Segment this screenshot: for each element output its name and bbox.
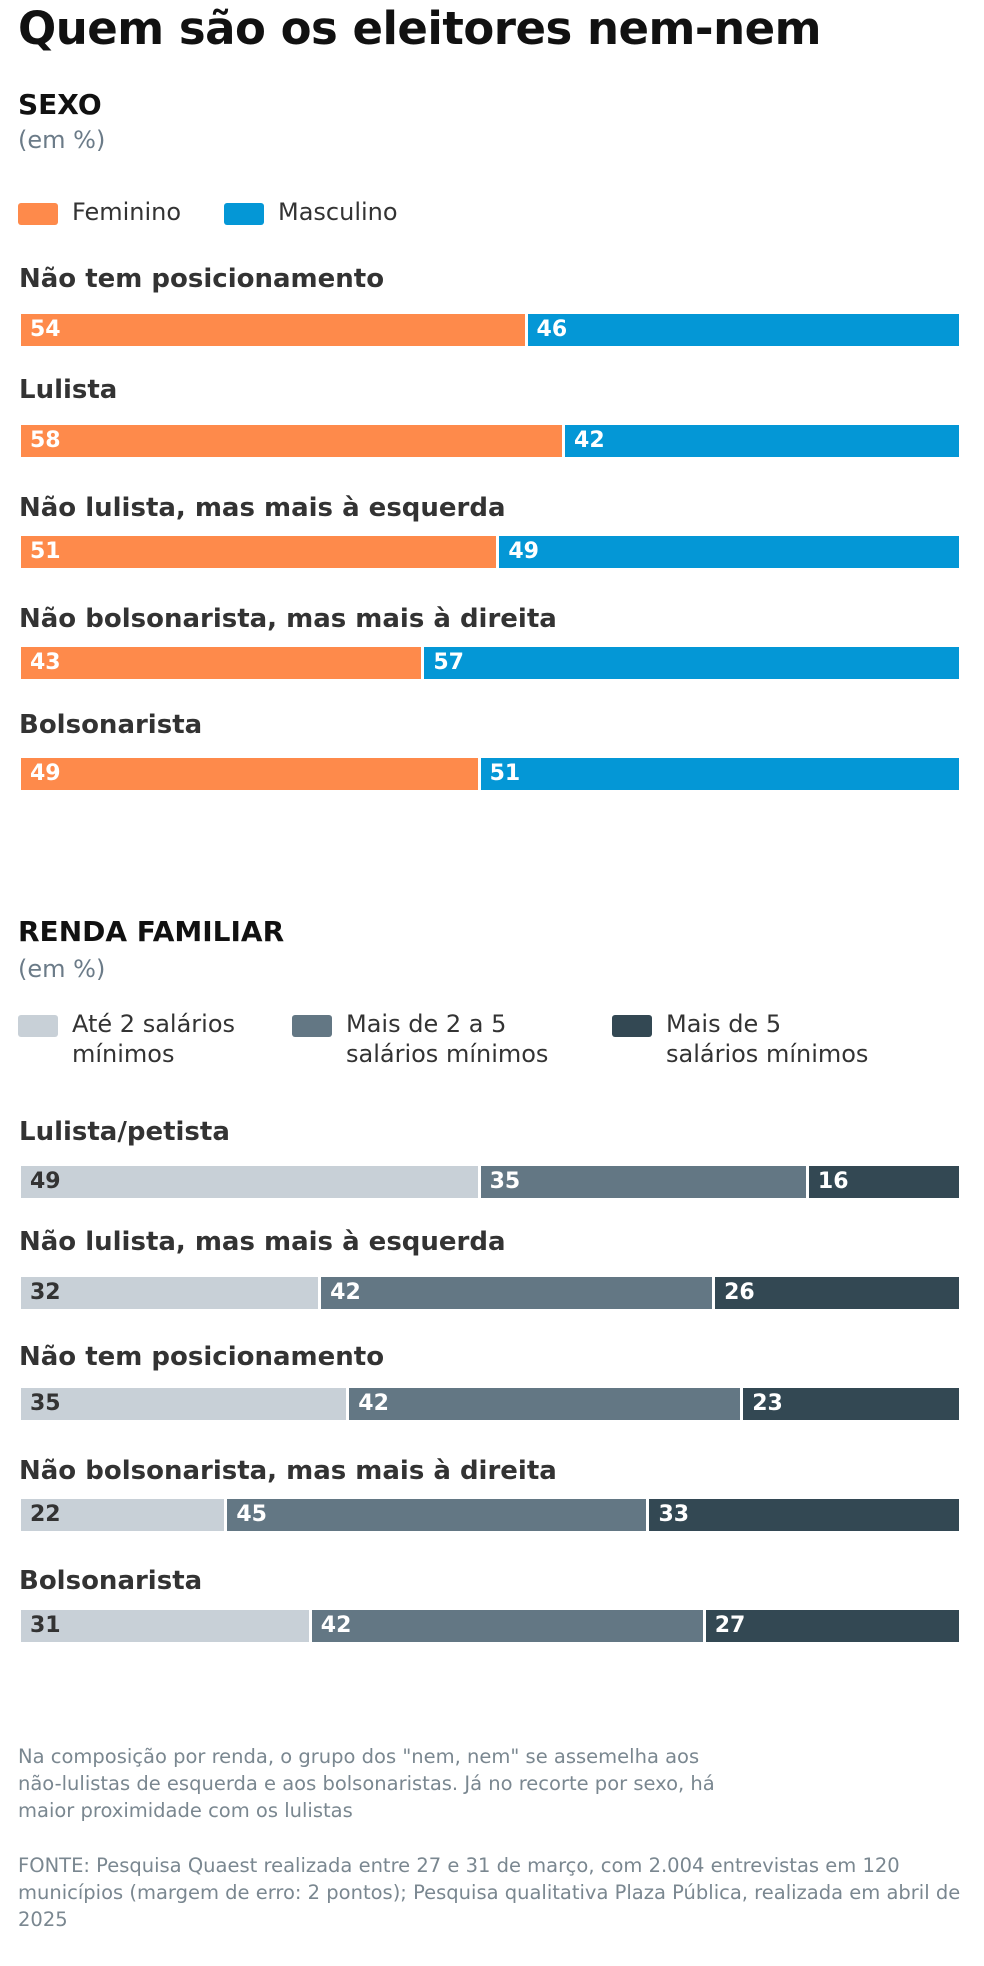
- bar-label-1-0-1: 35: [489, 1169, 521, 1194]
- category-label-0-0: Não tem posicionamento: [19, 264, 385, 294]
- bar-0-3-0: [21, 647, 422, 679]
- category-label-0-3: Não bolsonarista, mas mais à direita: [19, 604, 557, 634]
- bar-label-1-3-2: 33: [658, 1502, 690, 1527]
- legend-swatch-1-2: [612, 1015, 652, 1037]
- bar-0-4-1: [480, 758, 959, 790]
- bar-label-1-2-2: 23: [752, 1391, 783, 1416]
- bar-1-4-1: [311, 1610, 703, 1642]
- legend-swatch-0-1: [224, 203, 264, 225]
- bar-1-0-1: [480, 1166, 806, 1198]
- bar-label-1-2-1: 42: [358, 1391, 389, 1416]
- bar-label-0-0-1: 46: [536, 317, 568, 342]
- legend-label-1-2: Mais de 5 salários mínimos: [666, 1010, 869, 1068]
- legend-swatch-1-0: [18, 1015, 58, 1037]
- page-title: Quem são os eleitores nem-nem: [18, 2, 822, 55]
- bar-label-1-1-0: 32: [30, 1280, 61, 1305]
- category-label-0-4: Bolsonarista: [19, 710, 203, 740]
- category-label-1-2: Não tem posicionamento: [19, 1342, 385, 1372]
- bar-label-0-0-0: 54: [30, 317, 61, 342]
- bar-label-1-1-1: 42: [330, 1280, 361, 1305]
- chart-note: Na composição por renda, o grupo dos "ne…: [18, 1745, 715, 1822]
- bar-1-0-2: [808, 1166, 959, 1198]
- bar-label-1-3-1: 45: [236, 1502, 267, 1527]
- bar-label-0-3-0: 43: [30, 650, 61, 675]
- bar-1-2-2: [743, 1388, 959, 1420]
- bar-1-0-0: [21, 1166, 478, 1198]
- unit-label-renda: (em %): [18, 955, 106, 983]
- bar-label-1-3-0: 22: [30, 1502, 61, 1527]
- bar-0-2-1: [499, 536, 959, 568]
- bar-label-0-3-1: 57: [433, 650, 464, 675]
- bar-1-1-2: [715, 1277, 959, 1309]
- bar-1-3-1: [227, 1499, 647, 1531]
- bar-label-0-1-1: 42: [574, 428, 605, 453]
- legend-swatch-1-1: [292, 1015, 332, 1037]
- bar-label-1-0-2: 16: [817, 1169, 849, 1194]
- unit-label-sexo: (em %): [18, 126, 106, 154]
- bar-1-3-0: [21, 1499, 225, 1531]
- category-label-1-1: Não lulista, mas mais à esquerda: [19, 1227, 506, 1257]
- bar-label-1-4-1: 42: [320, 1613, 352, 1638]
- bar-label-1-1-2: 26: [724, 1280, 755, 1305]
- bar-1-4-2: [705, 1610, 959, 1642]
- bar-1-2-0: [21, 1388, 347, 1420]
- category-label-0-2: Não lulista, mas mais à esquerda: [19, 493, 506, 523]
- bar-label-0-4-1: 51: [489, 761, 521, 786]
- legend-swatch-0-0: [18, 203, 58, 225]
- bar-1-1-0: [21, 1277, 319, 1309]
- category-label-1-3: Não bolsonarista, mas mais à direita: [19, 1456, 557, 1486]
- bar-label-1-0-0: 49: [30, 1169, 61, 1194]
- legend-label-1-1: Mais de 2 a 5 salários mínimos: [346, 1010, 549, 1068]
- bar-0-4-0: [21, 758, 478, 790]
- bar-label-0-2-1: 49: [508, 539, 539, 564]
- bar-label-1-4-2: 27: [714, 1613, 746, 1638]
- bar-1-4-0: [21, 1610, 309, 1642]
- bar-0-1-1: [565, 425, 959, 457]
- section-title-sexo: SEXO: [18, 88, 102, 121]
- bar-0-3-1: [424, 647, 959, 679]
- section-title-renda: RENDA FAMILIAR: [18, 915, 285, 948]
- legend-label-0-1: Masculino: [278, 198, 398, 226]
- bar-label-0-4-0: 49: [30, 761, 61, 786]
- bar-label-1-4-0: 31: [30, 1613, 61, 1638]
- bar-label-0-2-0: 51: [30, 539, 61, 564]
- category-label-0-1: Lulista: [19, 375, 118, 405]
- bar-1-2-1: [349, 1388, 741, 1420]
- legend-label-0-0: Feminino: [72, 198, 182, 226]
- category-label-1-0: Lulista/petista: [19, 1117, 230, 1147]
- bar-1-1-1: [321, 1277, 713, 1309]
- bar-0-2-0: [21, 536, 497, 568]
- bar-1-3-2: [649, 1499, 959, 1531]
- bar-label-0-1-0: 58: [30, 428, 61, 453]
- category-label-1-4: Bolsonarista: [19, 1566, 203, 1596]
- bar-0-0-1: [527, 314, 959, 346]
- bar-0-1-0: [21, 425, 563, 457]
- bar-label-1-2-0: 35: [30, 1391, 61, 1416]
- source-note: FONTE: Pesquisa Quaest realizada entre 2…: [18, 1854, 961, 1931]
- bar-0-0-0: [21, 314, 525, 346]
- legend-label-1-0: Até 2 salários mínimos: [72, 1010, 236, 1068]
